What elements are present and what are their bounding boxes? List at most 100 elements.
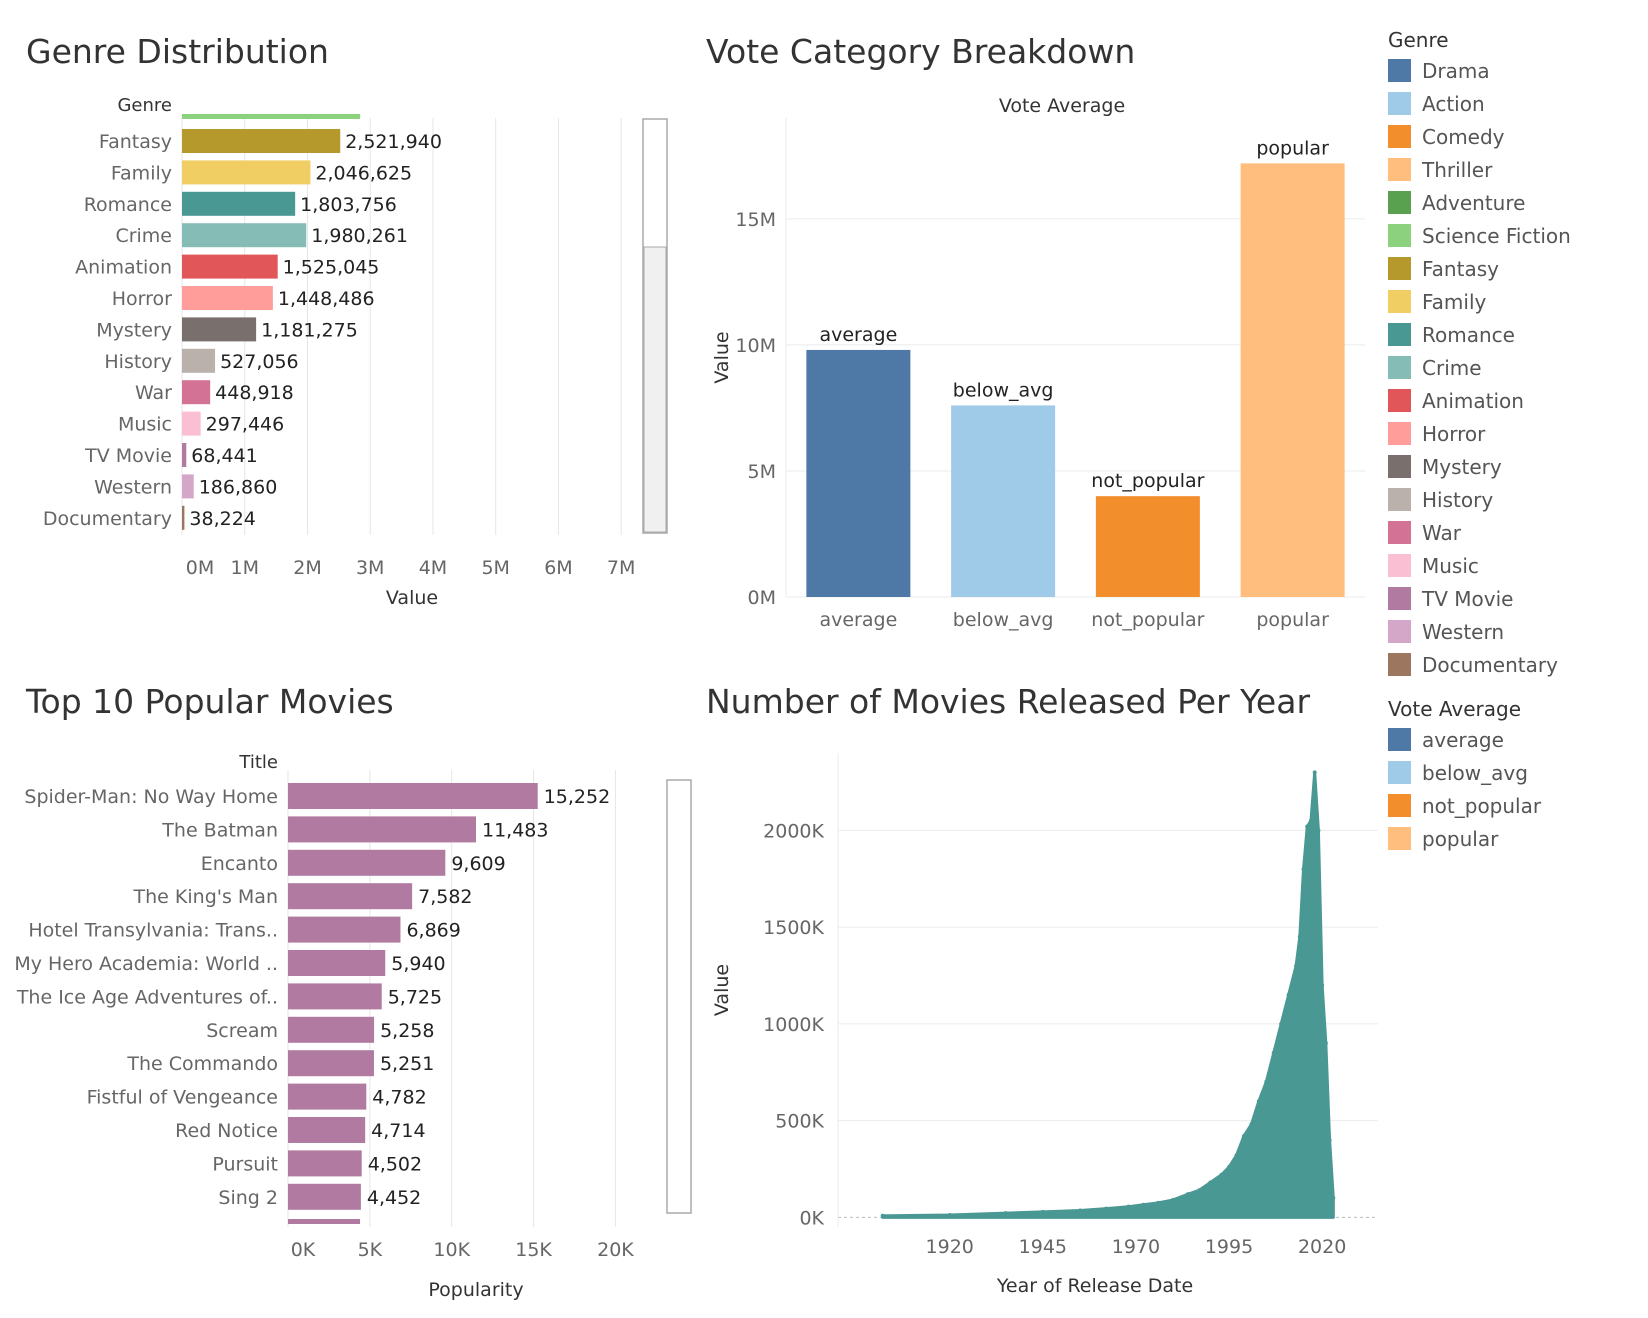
legend-genre-action[interactable]: Action: [1388, 87, 1638, 120]
legend-genre-family[interactable]: Family: [1388, 285, 1638, 318]
legend-label: TV Movie: [1422, 586, 1514, 611]
release-point: [1279, 1021, 1284, 1026]
release-point: [1297, 934, 1302, 939]
legend-genre-tv-movie[interactable]: TV Movie: [1388, 582, 1638, 615]
legend-swatch: [1388, 422, 1411, 445]
genre-scrollbar-thumb: [643, 246, 667, 533]
vote-bar-data-label: average: [819, 324, 897, 346]
release-x-tick-label: 1970: [1112, 1236, 1160, 1258]
genre-data-label: 1,803,756: [300, 194, 397, 216]
release-point: [1040, 1209, 1045, 1214]
legend-swatch: [1388, 554, 1411, 577]
genre-category-label: Western: [94, 476, 172, 498]
legend-label: popular: [1422, 826, 1499, 851]
top10-data-label: 4,714: [371, 1120, 425, 1142]
release-point: [1234, 1153, 1239, 1158]
genre-bar-fantasy: [182, 129, 341, 153]
genre-data-label: 448,918: [215, 382, 294, 404]
genre-chart-title: Genre Distribution: [26, 32, 329, 71]
top10-title-label: The Commando: [126, 1053, 278, 1075]
top10-bar-the-king-s-man: [288, 883, 413, 910]
legend-genre-drama[interactable]: Drama: [1388, 54, 1638, 87]
genre-data-label: 1,448,486: [278, 288, 375, 310]
genre-x-tick-label: 0M: [186, 557, 214, 579]
legend-genre-thriller[interactable]: Thriller: [1388, 153, 1638, 186]
genre-category-label: Crime: [115, 225, 172, 247]
legend-label: Music: [1422, 553, 1479, 578]
vote-bar-average: [806, 349, 911, 597]
legend-swatch: [1388, 59, 1411, 82]
legend-genre-horror[interactable]: Horror: [1388, 417, 1638, 450]
top10-data-label: 4,502: [368, 1153, 422, 1175]
genre-x-tick-label: 3M: [356, 557, 384, 579]
genre-bar-romance: [182, 191, 296, 216]
release-y-tick-label: 1500K: [763, 917, 824, 939]
legend-genre-western[interactable]: Western: [1388, 615, 1638, 648]
top10-bar-spider-man-no-way-home: [288, 783, 538, 809]
top10-bar-fistful-of-vengeance: [288, 1083, 367, 1110]
legend-label: Crime: [1422, 355, 1482, 380]
legend-swatch: [1388, 728, 1411, 751]
legend-genre-music[interactable]: Music: [1388, 549, 1638, 582]
legend-genre-history[interactable]: History: [1388, 483, 1638, 516]
genre-x-tick-label: 5M: [481, 557, 509, 579]
top10-axis-header: Title: [238, 752, 278, 773]
genre-bar-documentary: [182, 505, 185, 530]
release-point: [1078, 1208, 1083, 1213]
legend-vote-popular[interactable]: popular: [1388, 822, 1638, 855]
genre-x-tick-label: 6M: [544, 557, 572, 579]
genre-axis-header: Genre: [117, 95, 172, 116]
legend-swatch: [1388, 224, 1411, 247]
vote-category-chart: Vote Average 0M 5M 10M 15M Value average averag…: [711, 95, 1365, 631]
legend-swatch: [1388, 653, 1411, 676]
genre-x-tick-label: 4M: [419, 557, 447, 579]
top10-bar-partial: [288, 1219, 361, 1224]
legend-genre-animation[interactable]: Animation: [1388, 384, 1638, 417]
legend-swatch: [1388, 92, 1411, 115]
top10-x-tick-label: 0K: [291, 1239, 316, 1261]
vote-x-tick-label: below_avg: [953, 609, 1054, 631]
release-point: [1256, 1099, 1261, 1104]
legend-genre-fantasy[interactable]: Fantasy: [1388, 252, 1638, 285]
genre-bar-family: [182, 160, 311, 185]
legend-vote-not-popular[interactable]: not_popular: [1388, 789, 1638, 822]
release-point: [1286, 992, 1291, 997]
legend-label: Family: [1422, 289, 1487, 314]
release-x-axis-title: Year of Release Date: [996, 1275, 1193, 1297]
release-point: [1271, 1050, 1276, 1055]
legend-swatch: [1388, 455, 1411, 478]
legend-vote-average[interactable]: average: [1388, 723, 1638, 756]
top10-x-tick-label: 10K: [433, 1239, 470, 1261]
vote-x-tick-label: average: [819, 609, 897, 631]
legend-genre-documentary[interactable]: Documentary: [1388, 648, 1638, 681]
release-per-year-chart: 0K 500K 1000K 1500K 2000K 1920 1945 1970 1995 202…: [711, 753, 1378, 1297]
genre-bar-partial: [182, 114, 361, 119]
top10-bar-my-hero-academia-world: [288, 950, 386, 976]
vote-bar-popular: [1240, 163, 1345, 597]
legend-label: War: [1422, 520, 1461, 545]
legend-vote-below-avg[interactable]: below_avg: [1388, 756, 1638, 789]
legend-label: Horror: [1422, 421, 1486, 446]
legend-genre-adventure[interactable]: Adventure: [1388, 186, 1638, 219]
release-y-tick-label: 500K: [775, 1111, 824, 1133]
release-point: [1227, 1165, 1232, 1170]
legend-label: Animation: [1422, 388, 1524, 413]
legend-label: Fantasy: [1422, 256, 1499, 281]
legend-genre-mystery[interactable]: Mystery: [1388, 450, 1638, 483]
release-y-axis-title: Value: [711, 964, 733, 1016]
legend-genre-war[interactable]: War: [1388, 516, 1638, 549]
genre-data-label: 2,046,625: [315, 162, 412, 184]
top10-popular-movies-chart: 0K 5K 10K 15K 20K Title Spider-Man: No Way Hom…: [14, 752, 692, 1300]
genre-category-label: Music: [118, 414, 172, 436]
legend-genre-crime[interactable]: Crime: [1388, 351, 1638, 384]
top10-x-axis-title: Popularity: [428, 1279, 523, 1300]
vote-bar-not-popular: [1095, 496, 1200, 597]
release-point: [1241, 1134, 1246, 1139]
legend-genre-comedy[interactable]: Comedy: [1388, 120, 1638, 153]
legend-swatch: [1388, 191, 1411, 214]
genre-data-label: 527,056: [220, 351, 299, 373]
legend-genre-romance[interactable]: Romance: [1388, 318, 1638, 351]
legend-genre-science-fiction[interactable]: Science Fiction: [1388, 219, 1638, 252]
genre-bar-music: [182, 411, 201, 436]
legend-swatch: [1388, 587, 1411, 610]
